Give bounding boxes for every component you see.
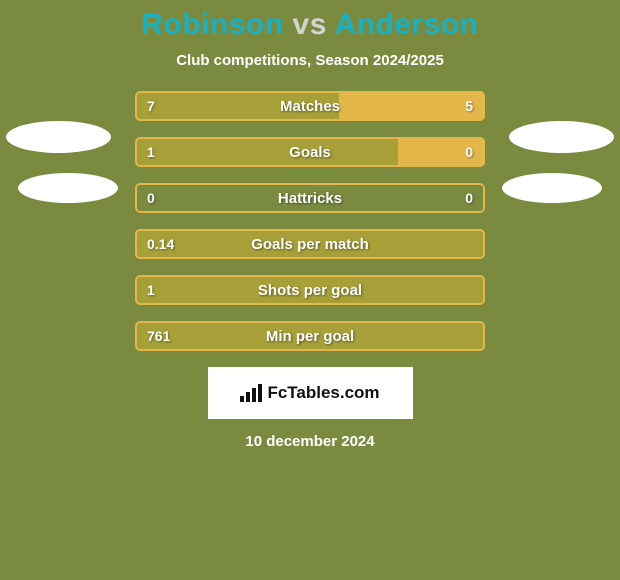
bars-icon <box>240 384 262 402</box>
bar-fill-left <box>135 229 485 259</box>
player2-badge-bottom <box>502 173 602 203</box>
player1-badge-top <box>6 121 111 153</box>
bar-fill-left <box>135 275 485 305</box>
bar-label: Hattricks <box>135 183 485 213</box>
bar-fill-left <box>135 321 485 351</box>
bar-fill-right <box>398 137 486 167</box>
bar-fill-right <box>339 91 485 121</box>
title-vs: vs <box>293 8 327 41</box>
stat-bar: 1Shots per goal <box>135 275 485 305</box>
stat-bar: 0.14Goals per match <box>135 229 485 259</box>
bar-fill-left <box>135 91 339 121</box>
title-player1: Robinson <box>141 8 283 41</box>
page-title: Robinson vs Anderson <box>0 8 620 42</box>
bars-group: 75Matches 10Goals 0 0Hattricks 0.14Goals per… <box>135 91 485 351</box>
bar-value-left: 0 <box>147 183 155 213</box>
stat-bar: 10Goals <box>135 137 485 167</box>
source-logo: FcTables.com <box>208 367 413 419</box>
date-label: 10 december 2024 <box>0 433 620 450</box>
stat-bar: 761Min per goal <box>135 321 485 351</box>
stat-bar: 0 0Hattricks <box>135 183 485 213</box>
logo-text: FcTables.com <box>267 383 379 403</box>
comparison-infographic: Robinson vs Anderson Club competitions, … <box>0 0 620 580</box>
bar-border <box>135 183 485 213</box>
title-player2: Anderson <box>335 8 479 41</box>
stat-bar: 75Matches <box>135 91 485 121</box>
subtitle: Club competitions, Season 2024/2025 <box>0 52 620 69</box>
player1-badge-bottom <box>18 173 118 203</box>
bar-fill-left <box>135 137 398 167</box>
player2-badge-top <box>509 121 614 153</box>
bar-value-right: 0 <box>465 183 473 213</box>
